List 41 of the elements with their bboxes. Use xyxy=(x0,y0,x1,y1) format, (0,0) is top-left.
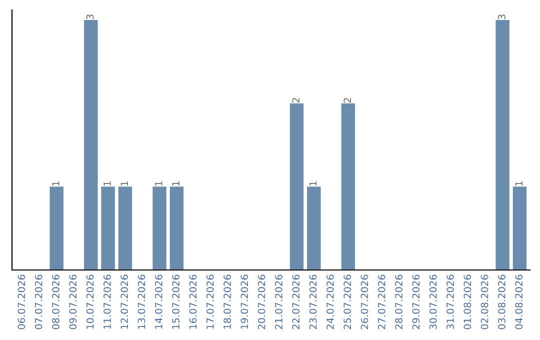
data-label: 2 xyxy=(344,98,351,103)
data-label: 1 xyxy=(155,181,162,186)
x-tick-label: 23.07.2026 xyxy=(309,274,317,330)
x-tick-label: 25.07.2026 xyxy=(344,274,352,330)
x-tick-label: 15.07.2026 xyxy=(172,274,180,329)
x-tick-label: 01.08.2026 xyxy=(464,274,472,330)
data-label: 1 xyxy=(515,181,522,186)
x-tick-label: 29.07.2026 xyxy=(412,274,420,330)
data-label: 1 xyxy=(120,181,128,186)
x-tick-label: 30.07.2026 xyxy=(429,274,437,330)
x-tick-label: 11.07.2026 xyxy=(104,274,111,329)
x-tick-label: 14.07.2026 xyxy=(154,274,162,329)
x-tick-label: 20.07.2026 xyxy=(258,274,266,330)
x-tick-label: 16.07.2026 xyxy=(189,274,197,329)
x-tick-label: 13.07.2026 xyxy=(138,274,146,329)
x-tick-label: 22.07.2026 xyxy=(292,274,300,330)
x-tick-label: 09.07.2026 xyxy=(69,274,77,330)
x-tick-label: 04.08.2026 xyxy=(515,274,523,330)
data-label: 1 xyxy=(309,181,317,186)
x-tick-label: 24.07.2026 xyxy=(326,274,334,330)
x-tick-label: 02.08.2026 xyxy=(480,274,488,330)
x-tick-label: 07.07.2026 xyxy=(34,274,42,330)
x-tick-label: 19.07.2026 xyxy=(240,274,248,329)
x-tick-label: 31.07.2026 xyxy=(446,274,454,330)
data-label: 2 xyxy=(292,98,300,103)
x-tick-label: 06.07.2026 xyxy=(18,274,26,330)
data-label: 3 xyxy=(86,14,94,20)
data-label: 1 xyxy=(104,181,111,186)
x-tick-label: 10.07.2026 xyxy=(86,274,94,329)
x-tick-label: 27.07.2026 xyxy=(378,274,386,330)
x-tick-label: 26.07.2026 xyxy=(360,274,368,330)
x-tick-label: 21.07.2026 xyxy=(275,274,282,330)
data-label: 3 xyxy=(498,14,506,20)
x-tick-label: 18.07.2026 xyxy=(224,274,231,329)
x-tick-label: 28.07.2026 xyxy=(395,274,402,330)
data-label: 1 xyxy=(52,181,60,186)
x-tick-label: 17.07.2026 xyxy=(206,274,214,329)
x-tick-label: 03.08.2026 xyxy=(498,274,506,330)
data-label: 1 xyxy=(172,181,180,186)
x-tick-label: 08.07.2026 xyxy=(52,274,60,330)
x-tick-label: 12.07.2026 xyxy=(120,274,128,329)
